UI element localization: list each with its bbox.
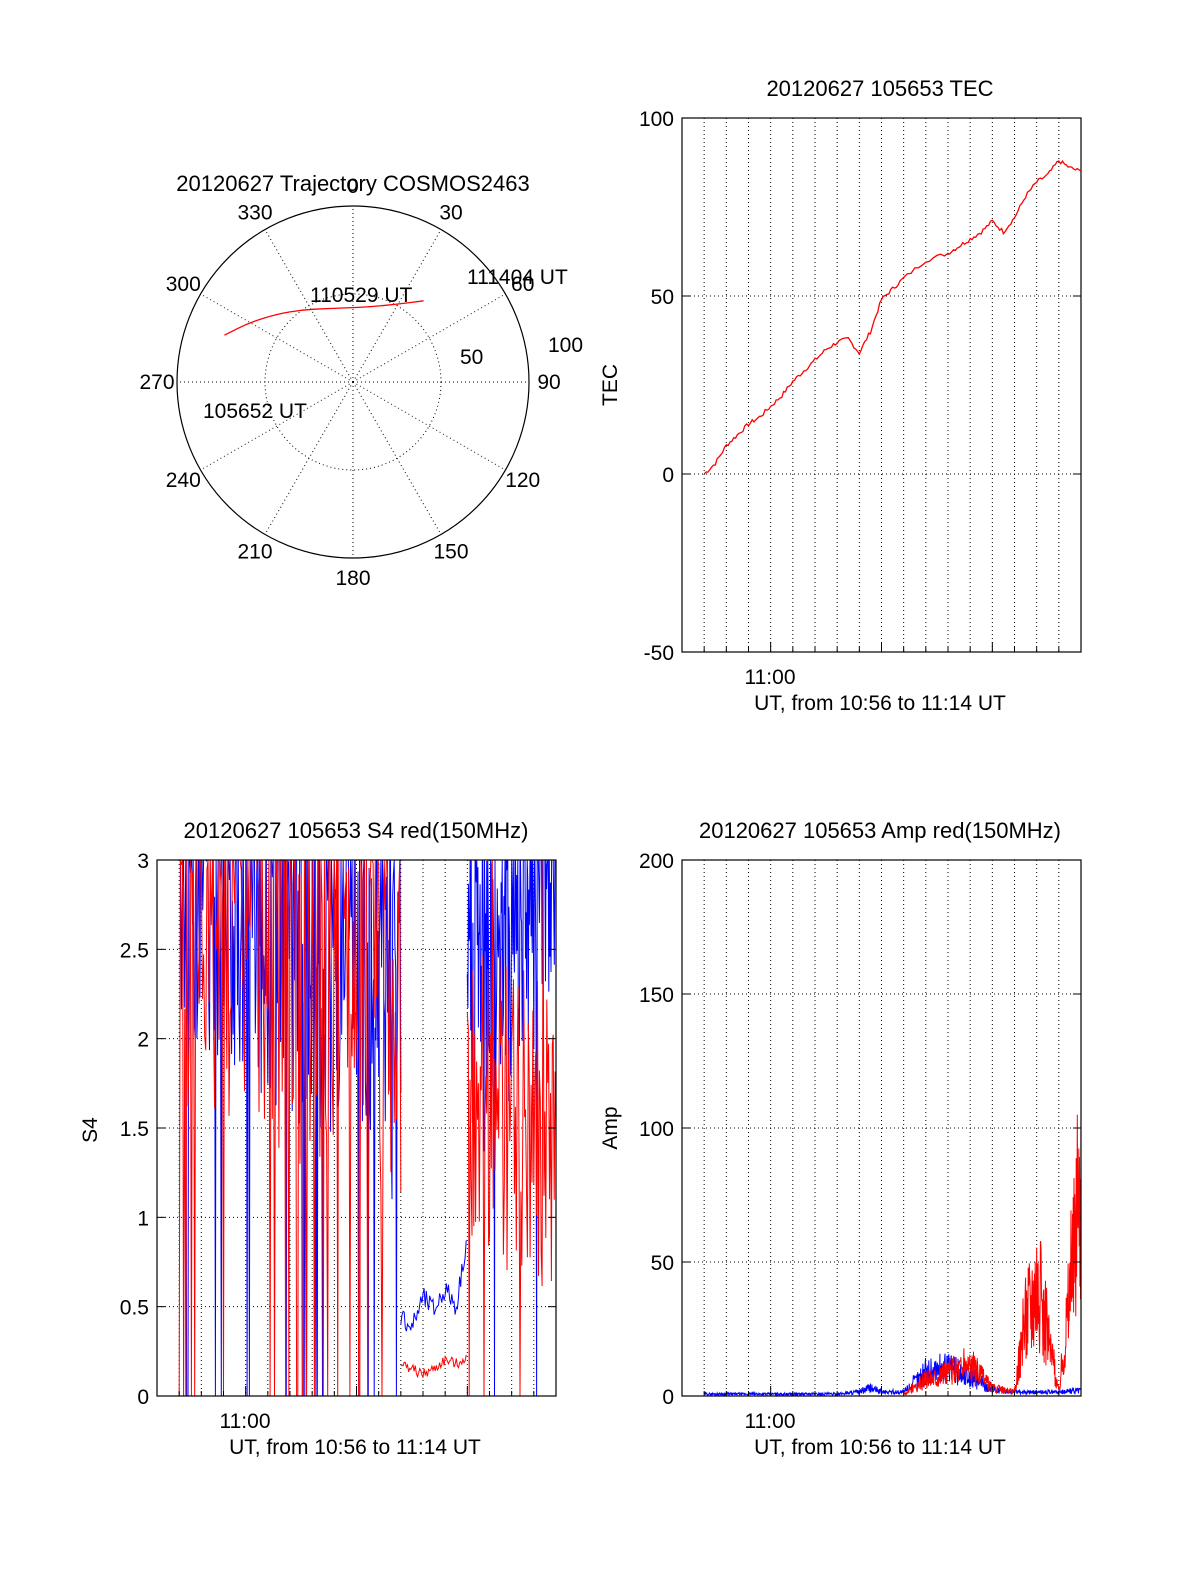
amp-series: [703, 1114, 1082, 1398]
amp-ylabel: Amp: [599, 1106, 622, 1149]
polar-azimuth-label: 300: [166, 273, 201, 296]
tec-series-line: [703, 159, 1082, 475]
tec-panel: 20120627 105653 TEC -50 0 50 100 11:00 UT, …: [599, 76, 1082, 715]
tec-xtick-1100: 11:00: [745, 666, 796, 689]
amp-grid: [682, 860, 1081, 1396]
s4-y-ticks: 0 0.5 1 1.5 2 2.5 3: [120, 850, 557, 1409]
s4-ylabel: S4: [79, 1117, 102, 1143]
s4-panel: 20120627 105653 S4 red(150MHz) 0 0.5 1 1.5 2…: [79, 818, 557, 1459]
polar-spoke: [264, 229, 354, 383]
polar-azimuth-label: 180: [335, 567, 370, 590]
s4-ytick-label: 2: [137, 1029, 149, 1052]
s4-title: 20120627 105653 S4 red(150MHz): [184, 818, 529, 843]
polar-annotation-mid: 110529 UT: [310, 284, 413, 307]
polar-title: 20120627 Trajectory COSMOS2463: [176, 171, 529, 196]
amp-ytick-label: 100: [639, 1118, 674, 1141]
tec-ytick-label: 50: [651, 286, 674, 309]
polar-spoke: [352, 381, 506, 471]
tec-title: 20120627 105653 TEC: [766, 76, 993, 101]
amp-title: 20120627 105653 Amp red(150MHz): [699, 818, 1061, 843]
polar-annotation-end: 111404 UT: [467, 266, 568, 289]
polar-azimuth-label: 120: [505, 469, 540, 492]
polar-radial-label-50: 50: [460, 346, 483, 369]
polar-spokes: [177, 206, 529, 558]
polar-spoke: [200, 293, 354, 383]
polar-azimuth-label: 60: [511, 273, 534, 296]
s4-xlabel: UT, from 10:56 to 11:14 UT: [229, 1436, 481, 1459]
s4-blue-dip: [400, 1240, 467, 1332]
tec-xlabel: UT, from 10:56 to 11:14 UT: [754, 692, 1006, 715]
s4-ytick-label: 0.5: [120, 1297, 149, 1320]
amp-ytick-label: 150: [639, 984, 674, 1007]
polar-spoke: [352, 381, 442, 535]
polar-azimuth-label: 210: [237, 541, 272, 564]
s4-red-dense-late: [466, 859, 557, 1397]
s4-ytick-label: 0: [137, 1386, 149, 1409]
amp-panel: 20120627 105653 Amp red(150MHz) 0 50 100 15…: [599, 818, 1082, 1459]
polar-panel: 20120627 Trajectory COSMOS2463 0 30 60 90 12…: [139, 171, 583, 590]
tec-ylabel: TEC: [599, 364, 622, 406]
s4-red-dip: [400, 1354, 467, 1379]
tec-ytick-label: 100: [639, 108, 674, 131]
tec-y-ticks: -50 0 50 100: [639, 108, 1082, 665]
polar-azimuth-label: 150: [433, 541, 468, 564]
tec-ytick-label: -50: [644, 642, 674, 665]
polar-azimuth-labels: 0 30 60 90 120 150 180 210 240 270 300 330: [139, 175, 560, 590]
s4-ytick-label: 1: [137, 1207, 149, 1230]
polar-outer-circle: [176, 205, 530, 559]
polar-azimuth-label: 240: [166, 469, 201, 492]
amp-y-ticks: 0 50 100 150 200: [639, 850, 1082, 1409]
amp-ytick-label: 0: [662, 1386, 674, 1409]
polar-spoke: [352, 229, 442, 383]
s4-xtick-1100: 11:00: [220, 1410, 271, 1433]
polar-azimuth-label: 30: [439, 201, 462, 224]
polar-spoke: [264, 381, 354, 535]
polar-azimuth-label: 270: [139, 371, 174, 394]
amp-ytick-label: 200: [639, 850, 674, 873]
s4-ytick-label: 3: [137, 850, 149, 873]
polar-annotation-start: 105652 UT: [203, 400, 307, 423]
tec-ytick-label: 0: [662, 464, 674, 487]
amp-xtick-1100: 11:00: [745, 1410, 796, 1433]
polar-azimuth-label: 330: [237, 201, 272, 224]
polar-radial-label-100: 100: [548, 334, 583, 357]
polar-trajectory-line: [224, 300, 424, 336]
polar-azimuth-label: 90: [537, 371, 560, 394]
amp-red-line: [903, 1114, 1082, 1396]
s4-ytick-label: 1.5: [120, 1118, 149, 1141]
polar-azimuth-label: 0: [347, 175, 359, 198]
polar-spoke: [352, 293, 506, 383]
amp-ytick-label: 50: [651, 1252, 674, 1275]
amp-blue-line: [703, 1353, 1082, 1398]
amp-xlabel: UT, from 10:56 to 11:14 UT: [754, 1436, 1006, 1459]
tec-grid: [682, 118, 1081, 652]
s4-ytick-label: 2.5: [120, 939, 149, 962]
polar-spoke: [200, 381, 354, 471]
